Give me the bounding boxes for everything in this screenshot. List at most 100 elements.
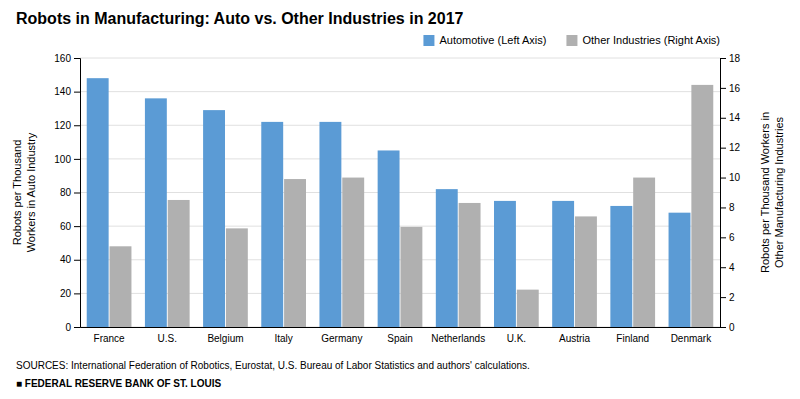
legend-swatch — [423, 35, 434, 46]
title: Robots in Manufacturing: Auto vs. Other … — [16, 10, 464, 27]
bar — [226, 228, 248, 327]
tick-label: 0 — [729, 322, 735, 333]
tick-label: Belgium — [207, 333, 243, 344]
y2-axis: 0 2 4 6 8 10 12 14 16 18 — [720, 53, 741, 333]
axis-line — [721, 59, 727, 328]
tick-mark — [74, 159, 80, 160]
tick-label: 8 — [729, 202, 735, 213]
tick: U.K. — [507, 327, 526, 344]
tick-label: Netherlands — [431, 333, 485, 344]
tick: 8 — [720, 202, 735, 213]
tick-label: Finland — [616, 333, 649, 344]
tick: 20 — [60, 288, 80, 299]
tick-label: 80 — [60, 187, 72, 198]
annotation: ■ FEDERAL RESERVE BANK OF ST. LOUIS — [16, 378, 221, 389]
tick: 40 — [60, 254, 80, 265]
grid — [80, 58, 720, 327]
tick-label: 0 — [65, 322, 71, 333]
tick-mark — [720, 297, 726, 298]
bar — [319, 122, 341, 327]
grid-line — [80, 158, 720, 159]
tick-mark — [74, 327, 80, 328]
tick: Italy — [274, 327, 292, 344]
tick-label: 140 — [54, 86, 71, 97]
tick-mark — [720, 237, 726, 238]
y2-axis-title: Robots per Thousand Workers inOther Manu… — [759, 112, 784, 273]
tick-label: Denmark — [671, 333, 713, 344]
tick: Finland — [616, 327, 649, 344]
tick: Belgium — [207, 327, 243, 344]
bar — [436, 189, 458, 327]
legend-swatch — [566, 35, 577, 46]
tick-label: Italy — [274, 333, 292, 344]
tick-label: 18 — [729, 53, 741, 64]
bar — [517, 290, 539, 327]
tick-label: Germany — [321, 333, 362, 344]
tick-mark — [74, 193, 80, 194]
tick-label: France — [94, 333, 126, 344]
bar — [459, 203, 481, 327]
bars — [87, 78, 714, 327]
tick: 2 — [720, 292, 735, 303]
legend-label: Other Industries (Right Axis) — [582, 34, 720, 46]
plot: FranceU.S.BelgiumItalyGermanySpainNether… — [11, 53, 784, 344]
legend-item: Automotive (Left Axis) — [423, 34, 546, 46]
tick-mark — [720, 148, 726, 149]
tick: 18 — [720, 53, 741, 64]
tick-label: 14 — [729, 112, 741, 123]
tick-label: 10 — [729, 172, 741, 183]
chart: Robots in Manufacturing: Auto vs. Other … — [0, 0, 800, 399]
tick-label: 12 — [729, 142, 741, 153]
tick-mark — [720, 88, 726, 89]
bar — [168, 200, 190, 327]
tick: 0 — [720, 322, 735, 333]
legend-label: Automotive (Left Axis) — [439, 34, 546, 46]
tick-mark — [720, 267, 726, 268]
tick-mark — [720, 178, 726, 179]
tick: 4 — [720, 262, 735, 273]
tick-mark — [74, 226, 80, 227]
tick-mark — [720, 118, 726, 119]
bar — [378, 150, 400, 327]
bar — [145, 98, 167, 327]
bar — [552, 201, 574, 327]
bar — [342, 178, 364, 327]
tick: 14 — [720, 112, 741, 123]
axis-line — [74, 59, 81, 328]
tick: Spain — [387, 327, 413, 344]
tick-label: 20 — [60, 288, 72, 299]
tick-mark — [74, 260, 80, 261]
axis-line — [81, 327, 721, 328]
annotation: SOURCES: International Federation of Rob… — [16, 360, 530, 371]
bar — [203, 110, 225, 327]
bar — [400, 227, 422, 327]
tick: France — [94, 327, 126, 344]
bar — [669, 213, 691, 327]
tick-label: 100 — [54, 154, 71, 165]
tick-label: Austria — [559, 333, 591, 344]
tick-label: 60 — [60, 221, 72, 232]
tick-label: 160 — [54, 53, 71, 64]
tick: 140 — [54, 86, 80, 97]
legend-item: Other Industries (Right Axis) — [566, 34, 720, 46]
bar — [284, 179, 306, 327]
bar — [575, 216, 597, 327]
tick: 6 — [720, 232, 735, 243]
tick: 60 — [60, 221, 80, 232]
tick: Netherlands — [431, 327, 485, 344]
grid-line — [80, 91, 720, 92]
tick: 120 — [54, 120, 80, 131]
y-axis-title: Robots per ThousandWorkers in Auto Indus… — [11, 132, 36, 252]
tick-mark — [720, 327, 726, 328]
tick: 0 — [65, 322, 80, 333]
tick: 100 — [54, 154, 80, 165]
bar — [691, 85, 713, 327]
x-axis: FranceU.S.BelgiumItalyGermanySpainNether… — [81, 327, 721, 344]
tick-label: 6 — [729, 232, 735, 243]
tick-mark — [720, 58, 726, 59]
tick-label: 40 — [60, 254, 72, 265]
tick: 16 — [720, 83, 741, 94]
tick: 10 — [720, 172, 741, 183]
bar — [610, 206, 632, 327]
tick-label: 4 — [729, 262, 735, 273]
